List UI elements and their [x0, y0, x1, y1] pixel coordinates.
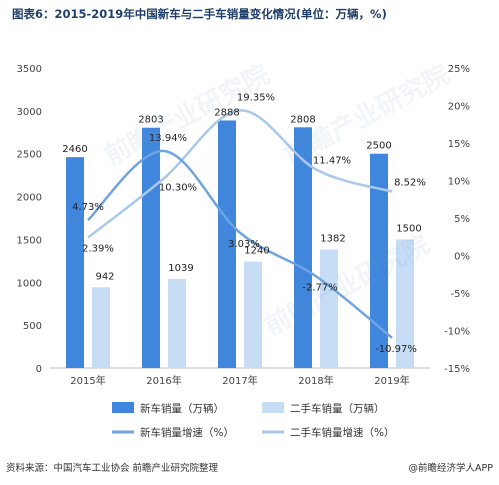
bar-used-car-label: 1500	[396, 223, 421, 234]
line-new-car-growth-label: 13.94%	[149, 133, 187, 144]
bar-new-car	[370, 153, 388, 368]
bar-used-car-label: 1039	[168, 263, 193, 274]
bar-new-car	[218, 120, 236, 368]
bar-new-car	[294, 127, 312, 368]
y-left-tick-label: 2500	[17, 150, 42, 161]
x-tick-label: 2015年	[70, 374, 105, 387]
x-tick-label: 2016年	[146, 374, 181, 387]
y-left-tick-label: 0	[36, 364, 42, 375]
bar-used-car	[396, 239, 414, 368]
y-left-tick-label: 1500	[17, 235, 42, 246]
line-used-car-growth-label: 11.47%	[313, 155, 351, 166]
legend-new-car-sales-label: 新车销量（万辆）	[140, 402, 224, 415]
line-new-car-growth	[87, 149, 393, 339]
x-tick-label: 2019年	[374, 374, 409, 387]
line-used-car-growth-label: 19.35%	[237, 92, 275, 103]
line-new-car-growth-label: 4.73%	[72, 202, 104, 213]
legend-used-car-sales-swatch	[262, 402, 284, 413]
line-used-car-growth	[87, 109, 393, 239]
bar-used-car	[320, 249, 338, 368]
bar-new-car	[142, 127, 160, 368]
y-right-tick-label: 0%	[454, 252, 470, 263]
bar-new-car-label: 2460	[62, 144, 87, 155]
line-new-car-growth-label: -2.77%	[302, 282, 337, 293]
bar-new-car	[66, 157, 84, 368]
bar-new-car-label: 2808	[290, 114, 315, 125]
x-tick-label: 2017年	[222, 374, 257, 387]
y-left-tick-label: 1000	[17, 278, 42, 289]
bar-used-car	[168, 278, 186, 368]
brand-credit: @前瞻经济学人APP	[408, 463, 493, 474]
bar-used-car	[92, 287, 110, 368]
legend-new-car-sales-swatch	[112, 402, 134, 413]
y-left-tick-label: 2000	[17, 193, 42, 204]
bar-used-car-label: 942	[95, 271, 114, 282]
bar-new-car-label: 2888	[214, 107, 239, 118]
source-note: 资料来源：中国汽车工业协会 前瞻产业研究院整理	[6, 463, 219, 474]
legend-used-car-growth-label: 二手车销量增速（%）	[290, 426, 394, 439]
chart-title: 图表6：2015-2019年中国新车与二手车销量变化情况(单位：万辆，%)	[12, 7, 387, 21]
line-new-car-growth-label: 3.03%	[228, 239, 260, 250]
bar-used-car-label: 1240	[244, 246, 269, 257]
y-right-tick-label: 20%	[448, 102, 470, 113]
y-right-tick-label: -5%	[451, 289, 470, 300]
bar-used-car-label: 1382	[320, 234, 345, 245]
legend-new-car-growth-label: 新车销量增速（%）	[140, 426, 234, 439]
bar-new-car-label: 2500	[366, 141, 391, 152]
line-new-car-growth-label: -10.97%	[375, 344, 417, 355]
y-right-tick-label: 25%	[448, 64, 470, 75]
y-left-tick-label: 500	[23, 321, 42, 332]
y-right-tick-label: 10%	[448, 177, 470, 188]
y-left-tick-label: 3500	[17, 64, 42, 75]
bar-new-car-label: 2803	[138, 115, 163, 126]
y-left-tick-label: 3000	[17, 107, 42, 118]
y-right-tick-label: -10%	[444, 327, 470, 338]
legend-used-car-sales-label: 二手车销量（万辆）	[290, 402, 385, 415]
line-used-car-growth-label: 10.30%	[159, 182, 197, 193]
y-right-tick-label: 15%	[448, 139, 470, 150]
line-used-car-growth-label: 8.52%	[394, 178, 426, 189]
x-tick-label: 2018年	[298, 374, 333, 387]
y-right-tick-label: 5%	[454, 214, 470, 225]
line-used-car-growth-label: 2.39%	[82, 244, 114, 255]
y-right-tick-label: -15%	[444, 364, 470, 375]
bar-used-car	[244, 261, 262, 368]
